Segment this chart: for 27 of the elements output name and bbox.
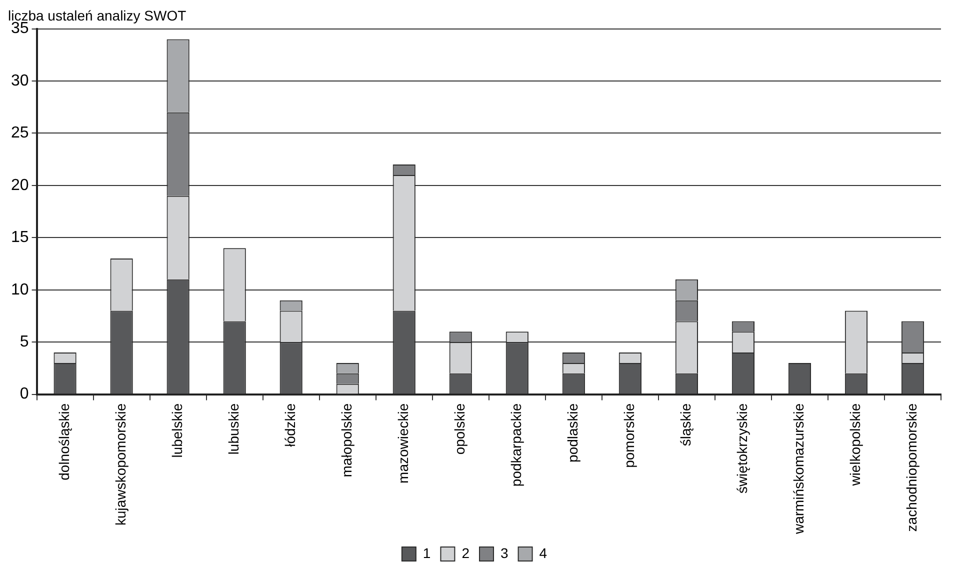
y-tick-label: 25 bbox=[11, 124, 29, 142]
x-tick-label: świętokrzyskie bbox=[734, 403, 750, 494]
legend-label: 3 bbox=[500, 544, 508, 561]
x-tick-label: śląskie bbox=[678, 403, 694, 446]
x-tick-label: mazowieckie bbox=[394, 403, 411, 484]
y-tick-label: 15 bbox=[11, 229, 29, 246]
x-tick-label: wielkopolskie bbox=[847, 403, 864, 487]
x-tick-label: kujawskopomorskie bbox=[112, 403, 128, 526]
y-tick-label: 30 bbox=[11, 72, 29, 90]
y-tick-label: 20 bbox=[11, 176, 29, 194]
x-tick-label: podlaskie bbox=[564, 403, 581, 462]
x-tick-label: pomorskie bbox=[621, 403, 638, 468]
x-tick-label: zachodniopomorskie bbox=[904, 403, 920, 532]
legend-label: 1 bbox=[422, 544, 431, 561]
y-tick-label: 10 bbox=[11, 281, 29, 298]
x-tick-label: opolskie bbox=[452, 403, 468, 455]
legend-label: 4 bbox=[539, 544, 548, 561]
x-tick-label: łódzkie bbox=[282, 403, 298, 447]
legend-label: 2 bbox=[462, 544, 470, 561]
x-tick-label: warmińskomazurskie bbox=[790, 403, 807, 536]
x-tick-label: dolnośląskie bbox=[56, 403, 72, 480]
y-tick-label: 0 bbox=[20, 386, 29, 403]
x-tick-label: lubelskie bbox=[168, 403, 185, 458]
x-tick-label: podkarpackie bbox=[508, 403, 524, 487]
x-tick-label: lubuskie bbox=[225, 403, 242, 455]
y-tick-label: 5 bbox=[20, 333, 29, 350]
x-tick-label: małopolskie bbox=[338, 403, 354, 478]
